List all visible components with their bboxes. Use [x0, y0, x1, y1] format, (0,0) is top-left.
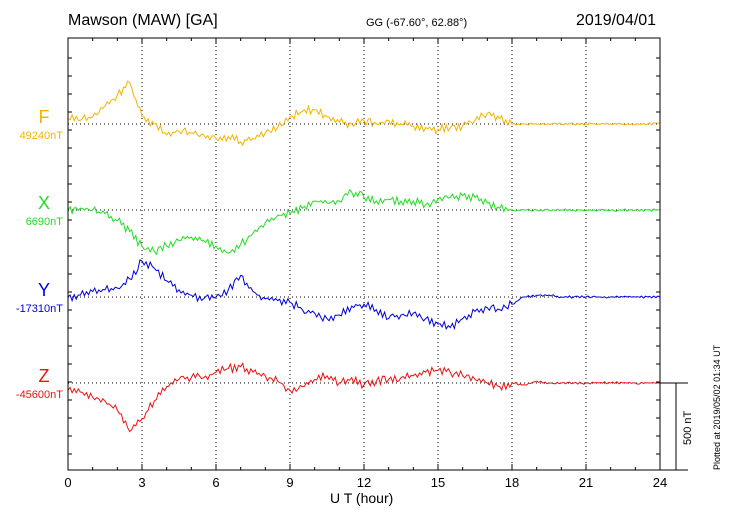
- x-axis-label: U T (hour): [330, 490, 394, 506]
- component-letter-X: X: [37, 193, 50, 213]
- x-tick-label: 6: [212, 475, 219, 490]
- trace-Z: [67, 362, 661, 433]
- x-tick-label: 15: [431, 475, 445, 490]
- x-tick-label: 12: [357, 475, 371, 490]
- station-coords: GG (-67.60°, 62.88°): [366, 17, 468, 29]
- axis-layer: 0 3 6 9 12 15 18 21 24: [64, 37, 688, 490]
- x-tick-label: 3: [138, 475, 145, 490]
- x-tick-label: 0: [64, 475, 71, 490]
- chart-date: 2019/04/01: [576, 12, 657, 29]
- scale-bar-label: 500 nT: [682, 410, 694, 445]
- trace-F: [67, 80, 661, 147]
- x-tick-label: 24: [653, 475, 667, 490]
- component-letter-F: F: [38, 107, 50, 127]
- grid-layer: [68, 38, 660, 470]
- component-baseline-X: 6690nT: [25, 216, 63, 228]
- station-title: Mawson (MAW) [GA]: [68, 12, 218, 29]
- plotted-timestamp: Plotted at 2019/05/02 01:34 UT: [712, 344, 722, 470]
- component-baseline-Y: -17310nT: [15, 303, 63, 315]
- trace-X: [67, 188, 661, 256]
- component-baseline-Z: -45600nT: [15, 389, 63, 401]
- traces-layer: [67, 80, 661, 433]
- component-letter-Y: Y: [37, 280, 50, 300]
- trace-Y: [67, 259, 661, 331]
- x-tick-label: 9: [286, 475, 293, 490]
- x-tick-label: 21: [579, 475, 593, 490]
- component-baseline-F: 49240nT: [19, 130, 63, 142]
- component-letter-Z: Z: [38, 366, 50, 386]
- x-tick-label: 18: [505, 475, 519, 490]
